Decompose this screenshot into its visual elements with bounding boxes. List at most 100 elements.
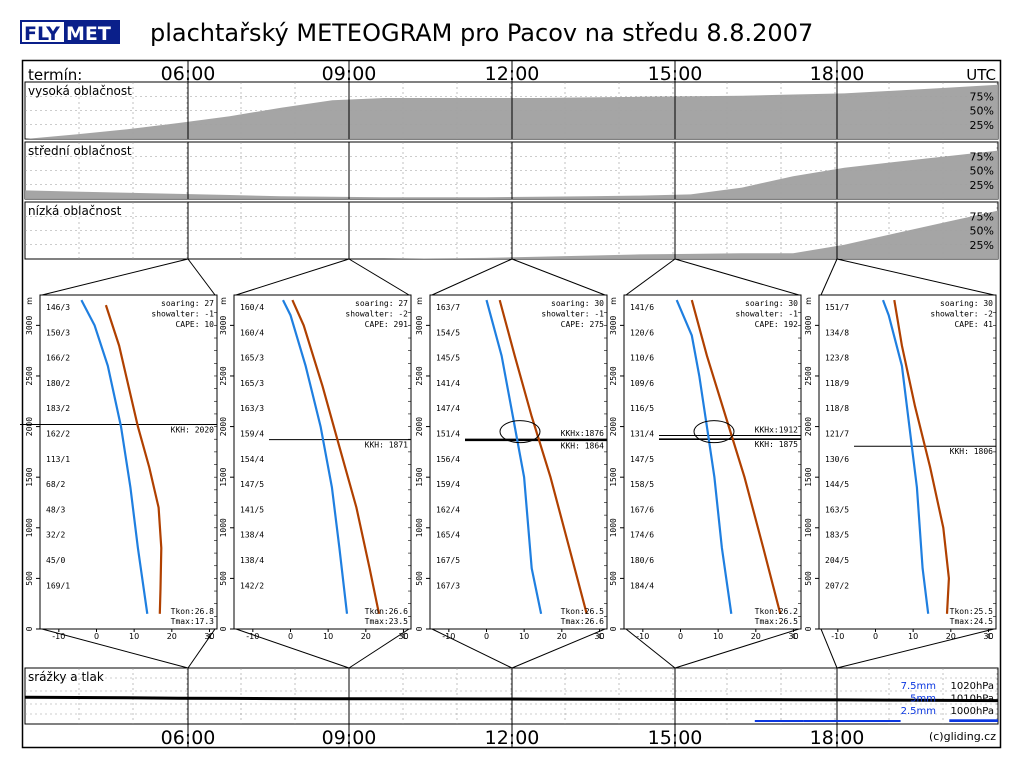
connector-top <box>674 258 800 296</box>
level-label: 32/2 <box>46 531 65 540</box>
height-tick-label: 1000 <box>804 518 813 537</box>
level-label: 113/1 <box>46 455 70 464</box>
temp-tick-label: 30 <box>204 632 214 641</box>
time-label-bottom: 18:00 <box>810 727 865 749</box>
page-title: plachtařský METEOGRAM pro Pacov na střed… <box>150 19 813 47</box>
sounding-info: CAPE: 192 <box>755 320 799 329</box>
sounding-info: soaring: 27 <box>355 299 408 308</box>
level-label: 184/4 <box>630 581 654 590</box>
connector-top <box>348 258 410 296</box>
height-tick-label: 1000 <box>219 518 228 537</box>
level-label: 68/2 <box>46 480 65 489</box>
sounding-info: soaring: 30 <box>940 299 993 308</box>
temp-tick-label: 20 <box>361 632 371 641</box>
kkh-label: KKH: 1875 <box>755 440 799 449</box>
level-label: 160/4 <box>240 303 264 312</box>
temp-unit: C <box>402 632 408 641</box>
level-label: 166/2 <box>46 354 70 363</box>
kkh-label: KKHx:1876 <box>561 429 605 438</box>
pressure-scale-label: 1000hPa <box>951 706 995 717</box>
level-label: 169/1 <box>46 581 70 590</box>
tmax-label: Tmax:24.5 <box>950 617 994 626</box>
level-label: 158/5 <box>630 480 654 489</box>
connector-bottom <box>674 628 800 669</box>
cloud-panel-label: nízká oblačnost <box>28 204 122 218</box>
tmax-label: Tmax:23.5 <box>365 617 409 626</box>
sounding-frame <box>429 294 608 630</box>
level-label: 204/5 <box>825 556 849 565</box>
height-tick-label: 0 <box>219 626 228 631</box>
dewpoint-curve <box>80 299 149 614</box>
height-tick-label: 3000 <box>804 316 813 335</box>
level-label: 48/3 <box>46 505 65 514</box>
temperature-curve <box>104 304 163 614</box>
height-tick-label: 2500 <box>219 366 228 385</box>
kkh-label: KKH: 1864 <box>561 441 605 450</box>
level-label: 167/6 <box>630 505 654 514</box>
sounding-panel-0: 0 500 1000 1500 2000 2500 3000 m -10 0 10 20 30C 146/… <box>20 294 218 641</box>
connector-top <box>41 258 189 296</box>
level-label: 159/4 <box>436 480 460 489</box>
height-tick-label: 500 <box>415 571 424 586</box>
pressure-scale-label: 1010hPa <box>951 694 995 705</box>
height-tick-label: 2000 <box>415 417 424 436</box>
level-label: 163/7 <box>436 303 460 312</box>
rain-scale-label: 5mm <box>910 694 936 705</box>
tmax-label: Tmax:26.5 <box>755 617 799 626</box>
height-tick-label: 2500 <box>25 366 34 385</box>
level-label: 142/2 <box>240 581 264 590</box>
temperature-curve <box>893 299 951 614</box>
level-label: 138/4 <box>240 556 264 565</box>
level-label: 162/4 <box>436 505 460 514</box>
level-label: 147/5 <box>240 480 264 489</box>
kkh-label: KKHx:1912 <box>755 425 799 434</box>
temp-tick-label: -10 <box>442 632 455 641</box>
time-label-bottom: 06:00 <box>161 727 216 749</box>
level-label: 180/2 <box>46 379 70 388</box>
cloud-tick-label: 25% <box>970 239 994 252</box>
level-label: 162/2 <box>46 430 70 439</box>
cloud-tick-label: 75% <box>970 90 994 103</box>
connector-bottom <box>431 628 513 669</box>
height-tick-label: 2000 <box>219 417 228 436</box>
height-tick-label: 1500 <box>415 467 424 486</box>
utc-label: UTC <box>966 66 996 84</box>
height-tick-label: 3000 <box>415 316 424 335</box>
time-label-bottom: 09:00 <box>322 727 377 749</box>
logo-text-fly: FLY <box>24 23 60 45</box>
temp-unit: C <box>208 632 214 641</box>
pressure-line <box>24 695 999 703</box>
temp-unit: C <box>987 632 993 641</box>
connector-bottom <box>348 628 410 669</box>
level-label: 150/3 <box>46 328 70 337</box>
top-time-axis: 06:00 09:00 12:00 15:00 18:00 <box>161 60 864 85</box>
height-tick-label: 2500 <box>415 366 424 385</box>
height-unit: m <box>609 297 618 305</box>
level-label: 167/3 <box>436 581 460 590</box>
cloud-panels: vysoká oblačnost 75%50%25%střední oblačno… <box>24 81 999 260</box>
bottom-time-axis: 06:00 09:00 12:00 15:00 18:00 <box>161 724 865 749</box>
kkh-label: KKH: 1806 <box>950 447 994 456</box>
temp-tick-label: -10 <box>52 632 65 641</box>
height-tick-label: 2000 <box>804 417 813 436</box>
level-label: 165/3 <box>240 379 264 388</box>
level-label: 147/4 <box>436 404 460 413</box>
temp-tick-label: 10 <box>323 632 333 641</box>
tmax-label: Tmax:26.6 <box>561 617 605 626</box>
height-tick-label: 1000 <box>609 518 618 537</box>
level-label: 134/8 <box>825 328 849 337</box>
temp-tick-label: 0 <box>94 632 99 641</box>
temperature-curve <box>498 299 588 615</box>
level-label: 110/6 <box>630 354 654 363</box>
sounding-panel-3: 0 500 1000 1500 2000 2500 3000 m -10 0 10 20 30C 141/… <box>609 294 802 641</box>
height-tick-label: 0 <box>609 626 618 631</box>
level-label: 165/4 <box>436 531 460 540</box>
tkon-label: Tkon:26.8 <box>171 607 215 616</box>
height-tick-label: 2000 <box>609 417 618 436</box>
pressure-scale-label: 1020hPa <box>951 681 995 692</box>
cloud-tick-label: 25% <box>970 179 994 192</box>
kkh-label: KKH: 1871 <box>365 441 409 450</box>
level-label: 45/0 <box>46 556 65 565</box>
time-label-bottom: 12:00 <box>485 727 540 749</box>
level-label: 151/7 <box>825 303 849 312</box>
